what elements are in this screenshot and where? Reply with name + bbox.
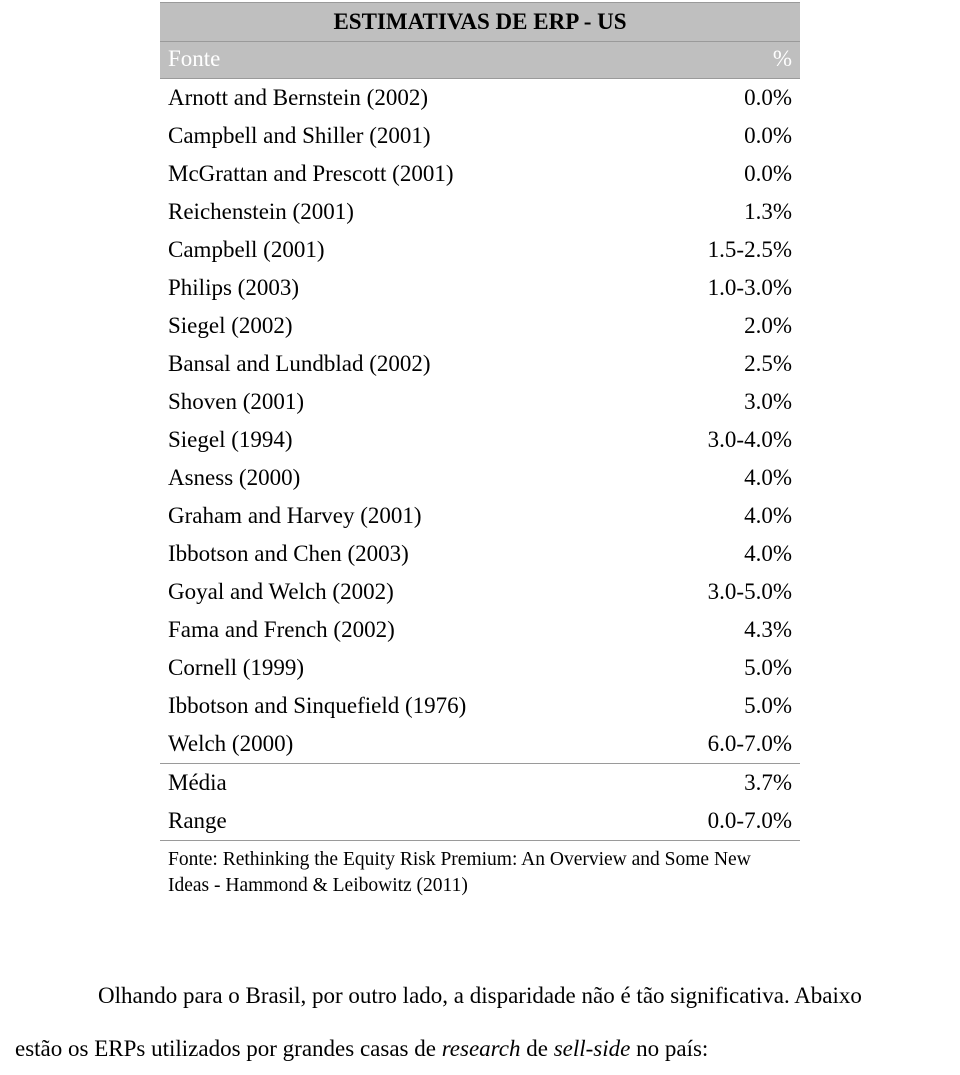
cell-source: Goyal and Welch (2002) [160, 573, 628, 611]
italic-term: sell-side [554, 1036, 631, 1061]
table-row: Graham and Harvey (2001)4.0% [160, 497, 800, 535]
table-row: Welch (2000)6.0-7.0% [160, 725, 800, 764]
table-title: ESTIMATIVAS DE ERP - US [160, 3, 800, 42]
paragraph-line-1: Olhando para o Brasil, por outro lado, a… [50, 970, 910, 1023]
table-row: Cornell (1999)5.0% [160, 649, 800, 687]
table-row: Ibbotson and Chen (2003)4.0% [160, 535, 800, 573]
erp-table: ESTIMATIVAS DE ERP - US Fonte % Arnott a… [160, 2, 800, 908]
table-row: Campbell and Shiller (2001)0.0% [160, 117, 800, 155]
table-row: Asness (2000)4.0% [160, 459, 800, 497]
cell-percent: 4.0% [628, 497, 800, 535]
cell-source: Campbell and Shiller (2001) [160, 117, 628, 155]
summary-row: Range0.0-7.0% [160, 802, 800, 841]
text-segment: no país: [630, 1036, 708, 1061]
table-row: Shoven (2001)3.0% [160, 383, 800, 421]
table-footnote: Fonte: Rethinking the Equity Risk Premiu… [160, 841, 800, 908]
table-row: Campbell (2001)1.5-2.5% [160, 231, 800, 269]
table-row: Ibbotson and Sinquefield (1976)5.0% [160, 687, 800, 725]
cell-percent: 4.0% [628, 535, 800, 573]
cell-percent: 3.0-5.0% [628, 573, 800, 611]
cell-source: Shoven (2001) [160, 383, 628, 421]
body-paragraph: Olhando para o Brasil, por outro lado, a… [50, 970, 910, 1075]
cell-source: Asness (2000) [160, 459, 628, 497]
cell-source: Campbell (2001) [160, 231, 628, 269]
table-title-row: ESTIMATIVAS DE ERP - US [160, 3, 800, 42]
summary-row: Média3.7% [160, 764, 800, 803]
cell-source: McGrattan and Prescott (2001) [160, 155, 628, 193]
cell-source: Ibbotson and Chen (2003) [160, 535, 628, 573]
cell-percent: 4.0% [628, 459, 800, 497]
cell-percent: 5.0% [628, 687, 800, 725]
paragraph-line-2: estão os ERPs utilizados por grandes cas… [15, 1023, 910, 1075]
cell-source: Cornell (1999) [160, 649, 628, 687]
italic-term: research [442, 1036, 521, 1061]
text-segment: estão os ERPs utilizados por grandes cas… [15, 1036, 442, 1061]
table-row: Goyal and Welch (2002)3.0-5.0% [160, 573, 800, 611]
cell-percent: 1.3% [628, 193, 800, 231]
table-header-row: Fonte % [160, 42, 800, 79]
cell-source: Bansal and Lundblad (2002) [160, 345, 628, 383]
table-row: Siegel (1994)3.0-4.0% [160, 421, 800, 459]
page: ESTIMATIVAS DE ERP - US Fonte % Arnott a… [0, 0, 960, 1075]
cell-percent: 1.0-3.0% [628, 269, 800, 307]
cell-percent: 3.0% [628, 383, 800, 421]
erp-table-container: ESTIMATIVAS DE ERP - US Fonte % Arnott a… [160, 2, 800, 908]
cell-source: Arnott and Bernstein (2002) [160, 79, 628, 118]
cell-percent: 3.7% [628, 764, 800, 803]
cell-percent: 1.5-2.5% [628, 231, 800, 269]
table-row: Fama and French (2002)4.3% [160, 611, 800, 649]
table-row: Reichenstein (2001)1.3% [160, 193, 800, 231]
cell-source: Ibbotson and Sinquefield (1976) [160, 687, 628, 725]
header-percent: % [628, 42, 800, 79]
cell-source: Fama and French (2002) [160, 611, 628, 649]
cell-percent: 0.0% [628, 79, 800, 118]
table-row: Philips (2003)1.0-3.0% [160, 269, 800, 307]
table-row: McGrattan and Prescott (2001)0.0% [160, 155, 800, 193]
cell-source: Range [160, 802, 628, 841]
cell-percent: 2.0% [628, 307, 800, 345]
cell-source: Philips (2003) [160, 269, 628, 307]
cell-percent: 2.5% [628, 345, 800, 383]
table-row: Bansal and Lundblad (2002)2.5% [160, 345, 800, 383]
cell-percent: 4.3% [628, 611, 800, 649]
cell-source: Siegel (1994) [160, 421, 628, 459]
cell-source: Graham and Harvey (2001) [160, 497, 628, 535]
cell-percent: 0.0-7.0% [628, 802, 800, 841]
cell-source: Reichenstein (2001) [160, 193, 628, 231]
footnote-row: Fonte: Rethinking the Equity Risk Premiu… [160, 841, 800, 908]
cell-source: Média [160, 764, 628, 803]
cell-source: Welch (2000) [160, 725, 628, 764]
cell-percent: 0.0% [628, 117, 800, 155]
table-body: Arnott and Bernstein (2002)0.0% Campbell… [160, 79, 800, 908]
cell-percent: 5.0% [628, 649, 800, 687]
cell-percent: 6.0-7.0% [628, 725, 800, 764]
header-source: Fonte [160, 42, 628, 79]
cell-percent: 0.0% [628, 155, 800, 193]
table-row: Siegel (2002)2.0% [160, 307, 800, 345]
table-row: Arnott and Bernstein (2002)0.0% [160, 79, 800, 118]
cell-source: Siegel (2002) [160, 307, 628, 345]
cell-percent: 3.0-4.0% [628, 421, 800, 459]
text-segment: de [520, 1036, 553, 1061]
